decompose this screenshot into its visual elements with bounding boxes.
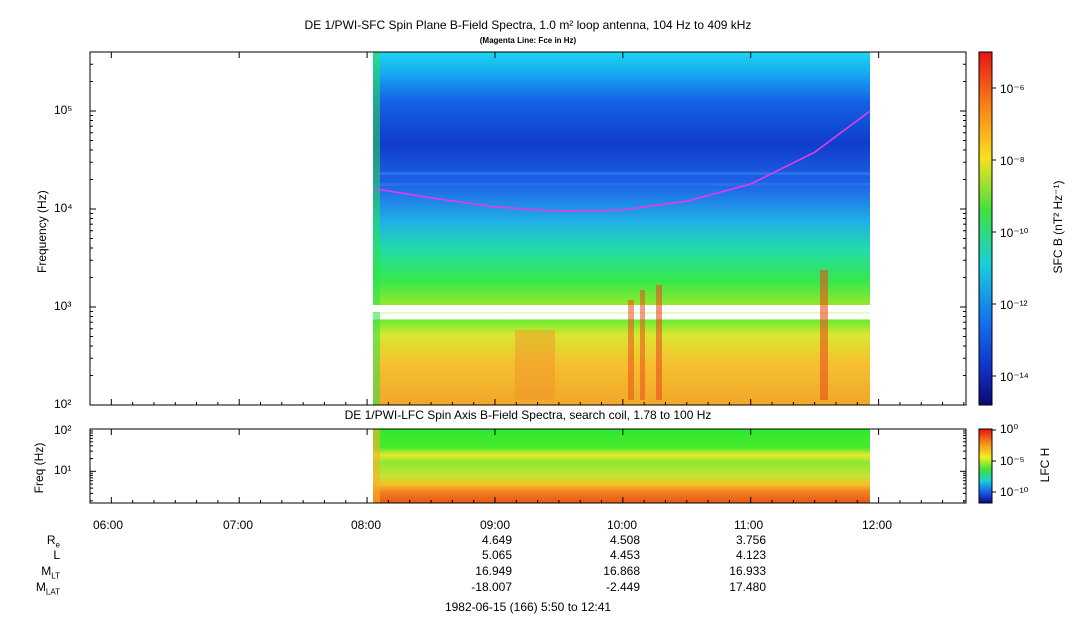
data-gap-band <box>373 305 870 312</box>
sfc-red-streak-3 <box>656 285 662 400</box>
bottom-panel-frame <box>89 428 967 504</box>
top-cbar-tick-5: 10⁻¹⁴ <box>1000 370 1029 384</box>
eph-re-1100: 3.756 <box>735 533 766 547</box>
top-ytick-1e3: 10³ <box>54 299 72 313</box>
bottom-colorbar <box>978 428 993 504</box>
eph-mlat-1100: 17.480 <box>729 580 766 594</box>
bottom-spectrogram <box>373 429 870 503</box>
top-panel-title: DE 1/PWI-SFC Spin Plane B-Field Spectra,… <box>304 18 752 32</box>
bottom-cbar-tick-1: 10⁰ <box>1000 422 1019 436</box>
xtick-1100: 11:00 <box>734 518 764 532</box>
top-cbar-tick-4: 10⁻¹² <box>1000 298 1028 312</box>
bottom-ytick-1e1: 10¹ <box>54 463 72 477</box>
eph-label-l: L <box>53 548 60 562</box>
sfc-red-streak-4 <box>820 270 828 400</box>
top-colorbar-label: SFC B (nT² Hz⁻¹) <box>1051 180 1065 274</box>
bottom-ytick-1e2: 10² <box>54 423 72 437</box>
xtick-0700: 07:00 <box>223 518 254 532</box>
top-ytick-1e2: 10² <box>54 397 72 411</box>
xtick-1000: 10:00 <box>607 518 638 532</box>
eph-label-re: Re <box>46 533 60 550</box>
bottom-cbar-tick-3: 10⁻¹⁰ <box>1000 485 1029 499</box>
eph-l-1000: 4.453 <box>609 548 640 562</box>
eph-mlat-1000: -2.449 <box>605 580 640 594</box>
eph-re-1000: 4.508 <box>609 533 640 547</box>
bottom-colorbar-label: LFC H <box>1038 447 1052 483</box>
tick-marks-group <box>90 52 996 503</box>
top-ytick-1e5: 10⁵ <box>54 103 73 117</box>
bottom-spectrogram-leading-edge <box>373 429 380 503</box>
fce-line-group <box>375 110 871 213</box>
eph-l-1100: 4.123 <box>735 548 766 562</box>
eph-label-mlat: MLAT <box>35 580 60 597</box>
sfc-orange-patch-1 <box>515 330 555 400</box>
xtick-1200: 12:00 <box>862 518 893 532</box>
eph-l-0900: 5.065 <box>481 548 512 562</box>
eph-mlt-1000: 16.868 <box>603 564 640 578</box>
top-ytick-1e4: 10⁴ <box>54 201 73 215</box>
top-cbar-tick-2: 10⁻⁸ <box>1000 154 1025 168</box>
top-ylabel: Frequency (Hz) <box>35 190 49 273</box>
sfc-red-streak-2 <box>640 290 645 400</box>
xtick-0900: 09:00 <box>480 518 511 532</box>
eph-mlt-1100: 16.933 <box>729 564 766 578</box>
top-cbar-tick-3: 10⁻¹⁰ <box>1000 226 1029 240</box>
sfc-red-streak-1 <box>628 300 634 400</box>
top-cbar-tick-1: 10⁻⁶ <box>1000 82 1025 96</box>
xtick-0800: 08:00 <box>351 518 382 532</box>
top-spectrogram-leading-edge <box>373 52 380 405</box>
fce-line <box>375 110 871 213</box>
bottom-cbar-tick-2: 10⁻⁵ <box>1000 454 1025 468</box>
eph-label-mlt: MLT <box>41 564 60 581</box>
top-spectrogram <box>373 52 870 405</box>
bottom-panel-title: DE 1/PWI-LFC Spin Axis B-Field Spectra, … <box>344 408 712 422</box>
eph-mlat-0900: -18.007 <box>471 580 512 594</box>
sfc-blue-band-2 <box>380 183 870 186</box>
top-colorbar <box>978 51 993 406</box>
eph-mlt-0900: 16.949 <box>475 564 512 578</box>
bottom-ylabel: Freq (Hz) <box>32 442 46 494</box>
time-range-caption: 1982-06-15 (166) 5:50 to 12:41 <box>444 600 612 614</box>
sfc-blue-band-1 <box>380 172 870 175</box>
xtick-0600: 06:00 <box>93 518 124 532</box>
top-panel-subtitle: (Magenta Line: Fce in Hz) <box>479 36 577 45</box>
eph-re-0900: 4.649 <box>481 533 512 547</box>
top-panel-frame <box>89 51 967 406</box>
